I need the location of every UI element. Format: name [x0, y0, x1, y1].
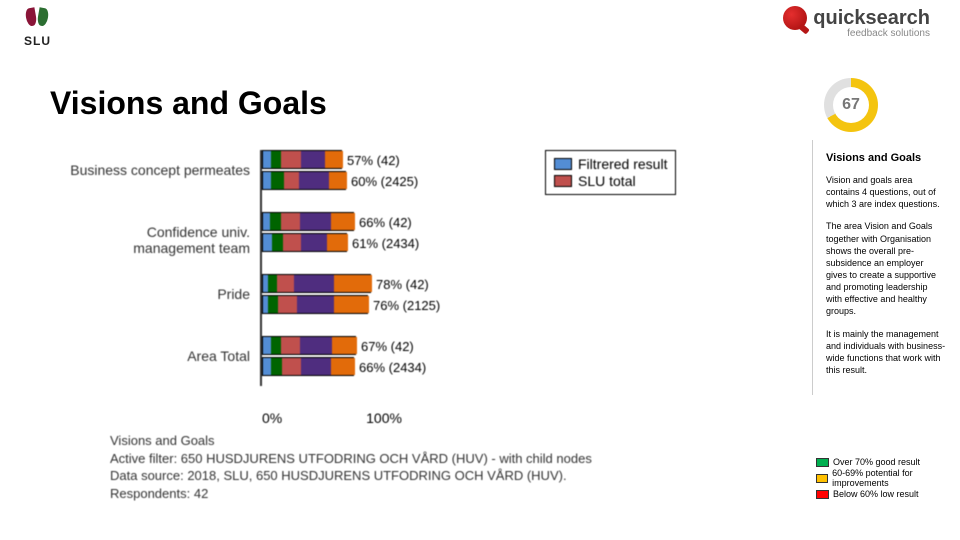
bar-value-label: 66% (42) — [359, 213, 412, 232]
bar-segment — [334, 275, 372, 292]
sidebar-p3: It is mainly the management and individu… — [826, 328, 946, 377]
legend-label-filtered: Filtrered result — [578, 156, 667, 172]
legend-swatch-total — [554, 175, 572, 187]
bar-segment — [297, 296, 334, 313]
bar-segment — [301, 234, 327, 251]
bar-filtered: 66% (42) — [262, 212, 354, 231]
sidebar-p1: Vision and goals area contains 4 questio… — [826, 174, 946, 210]
bar-segment — [271, 358, 282, 375]
bar-value-label: 57% (42) — [347, 151, 400, 170]
sidebar: Visions and Goals Vision and goals area … — [826, 152, 946, 386]
bar-value-label: 78% (42) — [376, 275, 429, 294]
bar-segment — [271, 337, 281, 354]
gauge: 67 — [824, 78, 878, 132]
row-label: Pride — [70, 286, 250, 302]
bar-segment — [268, 275, 277, 292]
bar-segment — [325, 151, 343, 168]
bar-segment — [277, 275, 293, 292]
quicksearch-name: quicksearch — [813, 7, 930, 30]
bar-value-label: 60% (2425) — [351, 172, 418, 191]
sidebar-heading: Visions and Goals — [826, 152, 946, 164]
sidebar-p2: The area Vision and Goals together with … — [826, 220, 946, 317]
quicksearch-logo: quicksearch feedback solutions — [783, 6, 930, 39]
bar-segment — [299, 172, 328, 189]
chart-meta: Visions and Goals Active filter: 650 HUS… — [110, 432, 592, 502]
bar-segment — [272, 234, 283, 251]
bar-segment — [281, 213, 299, 230]
bar-segment — [294, 275, 334, 292]
meta-title: Visions and Goals — [110, 432, 592, 450]
bar-value-label: 61% (2434) — [352, 234, 419, 253]
bar-segment — [327, 234, 348, 251]
row-bars: 78% (42) 76% (2125) — [262, 274, 371, 316]
bar-segment — [263, 213, 270, 230]
x-axis-labels: 0% 100% — [262, 410, 402, 426]
bar-segment — [271, 172, 284, 189]
x-tick-0: 0% — [262, 410, 282, 426]
header: SLU quicksearch feedback solutions — [0, 0, 960, 60]
bar-segment — [331, 213, 355, 230]
x-tick-100: 100% — [366, 410, 402, 426]
bar-total: 76% (2125) — [262, 295, 368, 314]
meta-source: Data source: 2018, SLU, 650 HUSDJURENS U… — [110, 467, 592, 485]
slu-logo: SLU — [24, 6, 51, 48]
bar-segment — [263, 151, 271, 168]
meta-respondents: Respondents: 42 — [110, 485, 592, 503]
bar-segment — [331, 358, 355, 375]
bar-segment — [301, 151, 325, 168]
row-bars: 67% (42) 66% (2434) — [262, 336, 356, 378]
bar-total: 60% (2425) — [262, 171, 346, 190]
bar-segment — [278, 296, 297, 313]
slu-text: SLU — [24, 34, 51, 48]
bar-value-label: 66% (2434) — [359, 358, 426, 377]
bar-segment — [301, 358, 331, 375]
bar-total: 61% (2434) — [262, 233, 347, 252]
bar-segment — [263, 234, 272, 251]
chart-legend: Filtrered result SLU total — [545, 150, 676, 195]
legend-swatch-filtered — [554, 158, 572, 170]
row-label: Area Total — [70, 348, 250, 364]
meta-filter: Active filter: 650 HUSDJURENS UTFODRING … — [110, 450, 592, 468]
bar-segment — [263, 358, 271, 375]
chart: Business concept permeates57% (42)60% (2… — [70, 150, 750, 450]
row-bars: 66% (42) 61% (2434) — [262, 212, 354, 254]
page-title: Visions and Goals — [50, 85, 327, 122]
bar-segment — [334, 296, 369, 313]
quicksearch-q-icon — [783, 6, 807, 30]
rag-swatch-mid — [816, 474, 828, 483]
row-label: Business concept permeates — [70, 162, 250, 178]
bar-value-label: 67% (42) — [361, 337, 414, 356]
rag-swatch-low — [816, 490, 829, 499]
bar-segment — [271, 151, 281, 168]
bar-filtered: 57% (42) — [262, 150, 342, 169]
bar-segment — [329, 172, 347, 189]
bar-segment — [268, 296, 278, 313]
bar-value-label: 76% (2125) — [373, 296, 440, 315]
bar-filtered: 67% (42) — [262, 336, 356, 355]
bar-segment — [332, 337, 357, 354]
rag-swatch-good — [816, 458, 829, 467]
rag-legend: Over 70% good result 60-69% potential fo… — [816, 456, 960, 500]
rag-label-mid: 60-69% potential for improvements — [832, 468, 960, 488]
rag-label-low: Below 60% low result — [833, 489, 919, 499]
bar-filtered: 78% (42) — [262, 274, 371, 293]
legend-label-total: SLU total — [578, 173, 636, 189]
bar-segment — [281, 151, 301, 168]
bar-segment — [300, 213, 331, 230]
rag-label-good: Over 70% good result — [833, 457, 920, 467]
bar-segment — [263, 337, 271, 354]
row-bars: 57% (42) 60% (2425) — [262, 150, 346, 192]
gauge-value: 67 — [833, 87, 869, 123]
bar-total: 66% (2434) — [262, 357, 354, 376]
bar-segment — [282, 358, 300, 375]
bar-segment — [263, 172, 271, 189]
bar-segment — [284, 172, 299, 189]
bar-segment — [300, 337, 332, 354]
bar-segment — [270, 213, 281, 230]
bar-segment — [281, 337, 300, 354]
bar-segment — [283, 234, 302, 251]
sidebar-divider — [812, 140, 813, 395]
row-label: Confidence univ. management team — [70, 224, 250, 256]
